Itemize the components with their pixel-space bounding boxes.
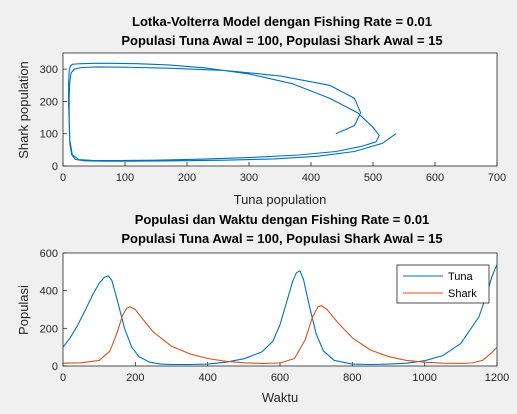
phase-plot-title-line2: Populasi Tuna Awal = 100, Populasi Shark… xyxy=(121,33,442,48)
time-xtick-label: 1200 xyxy=(485,372,509,384)
phase-ytick-label: 200 xyxy=(40,96,58,108)
time-series-line-shark xyxy=(63,305,497,364)
phase-plot-xlabel: Tuna population xyxy=(234,192,327,207)
time-plot-title-line2: Populasi Tuna Awal = 100, Populasi Shark… xyxy=(121,231,442,246)
time-ytick-label: 400 xyxy=(40,286,58,298)
time-xtick-label: 200 xyxy=(126,372,144,384)
time-xtick-label: 400 xyxy=(198,372,216,384)
phase-plot-title-line1: Lotka-Volterra Model dengan Fishing Rate… xyxy=(132,14,432,29)
legend-shark-label: Shark xyxy=(448,288,477,300)
time-xtick-label: 600 xyxy=(271,372,289,384)
phase-xtick-label: 100 xyxy=(116,172,134,184)
phase-xtick-label: 700 xyxy=(488,172,506,184)
phase-xtick-label: 0 xyxy=(60,172,66,184)
time-plot-ylabel: Populasi xyxy=(16,285,31,335)
time-ytick-label: 0 xyxy=(52,361,58,373)
time-ytick-label: 200 xyxy=(40,323,58,335)
time-ytick-label: 600 xyxy=(40,248,58,260)
phase-series-line-0 xyxy=(68,62,397,162)
phase-xtick-label: 600 xyxy=(426,172,444,184)
time-plot-xlabel: Waktu xyxy=(262,390,298,405)
phase-ytick-label: 300 xyxy=(40,64,58,76)
time-xtick-label: 1000 xyxy=(412,372,436,384)
phase-xtick-label: 200 xyxy=(178,172,196,184)
time-plot-legend: Tuna Shark xyxy=(396,264,490,304)
time-plot-title-line1: Populasi dan Waktu dengan Fishing Rate =… xyxy=(135,212,430,227)
phase-plot-ylabel: Shark population xyxy=(16,61,31,159)
phase-xtick-label: 500 xyxy=(364,172,382,184)
time-xtick-label: 0 xyxy=(60,372,66,384)
phase-plot: Lotka-Volterra Model dengan Fishing Rate… xyxy=(16,14,506,207)
legend-box xyxy=(396,264,490,304)
time-series-line-tuna xyxy=(63,264,497,366)
time-series-plot: Populasi dan Waktu dengan Fishing Rate =… xyxy=(16,212,509,405)
time-xtick-label: 800 xyxy=(343,372,361,384)
phase-plot-axes xyxy=(62,52,498,167)
phase-ytick-label: 100 xyxy=(40,129,58,141)
phase-ytick-label: 0 xyxy=(52,161,58,173)
legend-tuna-label: Tuna xyxy=(448,271,474,283)
phase-xtick-label: 300 xyxy=(240,172,258,184)
phase-xtick-label: 400 xyxy=(302,172,320,184)
